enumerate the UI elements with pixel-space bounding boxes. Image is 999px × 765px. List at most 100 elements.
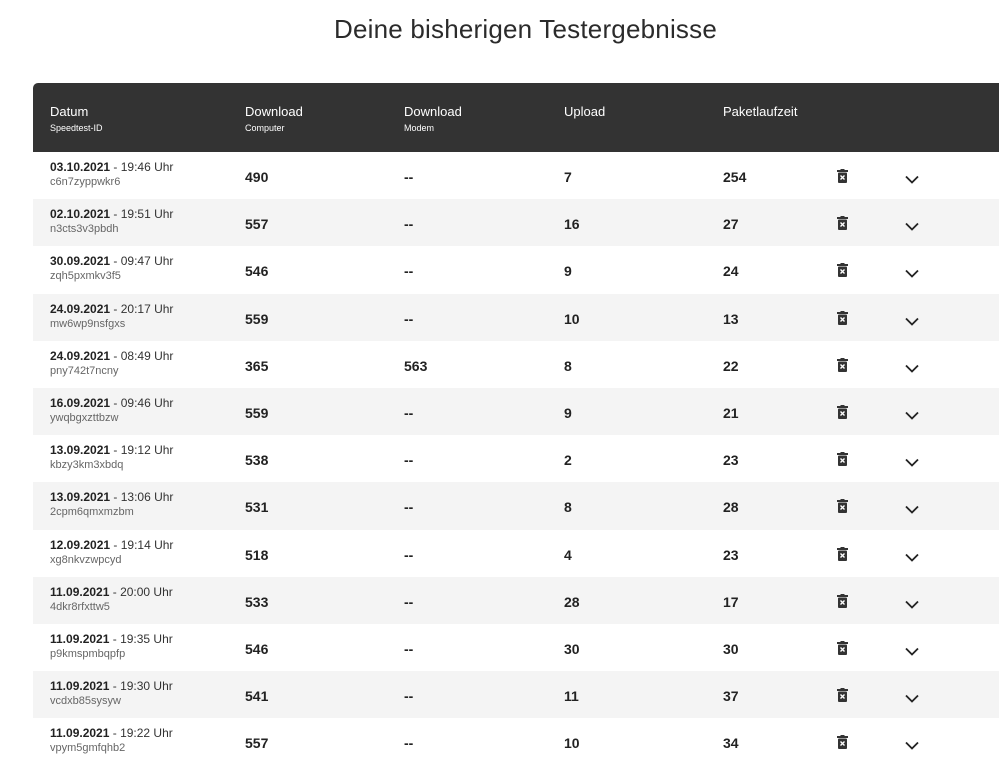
chevron-down-icon[interactable]	[905, 407, 919, 420]
test-date: 11.09.2021	[50, 726, 110, 741]
trash-icon[interactable]	[837, 688, 848, 703]
trash-icon[interactable]	[837, 452, 848, 467]
trash-icon[interactable]	[837, 735, 848, 750]
chevron-down-icon[interactable]	[905, 737, 919, 751]
table-row: 11.09.2021 - 19:22 Uhr vpym5gmfqhb2 557 …	[33, 718, 999, 765]
upload-value: 9	[564, 263, 572, 280]
latency-value: 254	[723, 169, 747, 185]
table-row: 24.09.2021 - 20:17 Uhr mw6wp9nsfgxs 559 …	[33, 293, 999, 341]
trash-icon[interactable]	[837, 357, 848, 372]
test-time: - 13:06 Uhr	[110, 490, 174, 505]
column-header-latency: Paketlaufzeit	[723, 104, 797, 120]
date-cell: 13.09.2021 - 13:06 Uhr 2cpm6qmxmzbm	[50, 490, 173, 520]
download-computer-value: 518	[245, 546, 269, 563]
column-header-download-computer: Download Computer	[245, 104, 303, 134]
chevron-down-icon[interactable]	[905, 501, 919, 515]
trash-icon[interactable]	[837, 593, 848, 608]
download-modem-value: --	[404, 216, 414, 233]
test-date: 24.09.2021	[50, 348, 111, 363]
speedtest-id: p9kmspmbqpfp	[50, 647, 126, 660]
test-date: 02.10.2021	[50, 207, 111, 222]
download-computer-value: 559	[245, 404, 269, 421]
trash-icon[interactable]	[837, 499, 848, 514]
column-label: Upload	[564, 104, 606, 119]
table-row: 11.09.2021 - 20:00 Uhr 4dkr8rfxttw5 533 …	[33, 576, 999, 624]
chevron-down-icon[interactable]	[905, 454, 919, 467]
date-cell: 16.09.2021 - 09:46 Uhr ywqbgxzttbzw	[50, 396, 173, 426]
latency-value: 27	[723, 216, 739, 233]
trash-icon[interactable]	[837, 216, 848, 231]
table-row: 02.10.2021 - 19:51 Uhr n3cts3v3pbdh 557 …	[33, 199, 999, 247]
download-modem-value: 563	[404, 357, 428, 374]
upload-value: 2	[564, 452, 572, 469]
column-sublabel: Modem	[404, 123, 435, 133]
trash-icon[interactable]	[837, 640, 848, 655]
table-header: Datum Speedtest-ID Download Computer Dow…	[33, 83, 999, 152]
speedtest-id: zqh5pxmkv3f5	[50, 270, 121, 283]
table-row: 13.09.2021 - 19:12 Uhr kbzy3km3xbdq 538 …	[33, 435, 999, 483]
column-header-date: Datum Speedtest-ID	[50, 104, 103, 134]
chevron-down-icon[interactable]	[905, 218, 919, 231]
test-date: 24.09.2021	[50, 301, 111, 316]
speedtest-id: ywqbgxzttbzw	[50, 411, 119, 424]
download-computer-value: 538	[245, 452, 269, 469]
download-modem-value: --	[404, 593, 414, 610]
chevron-down-icon[interactable]	[905, 171, 919, 184]
speedtest-id: vcdxb85sysyw	[50, 695, 121, 708]
date-cell: 30.09.2021 - 09:47 Uhr zqh5pxmkv3f5	[50, 254, 173, 284]
column-label: Datum	[50, 104, 89, 119]
download-computer-value: 559	[245, 310, 269, 327]
chevron-down-icon[interactable]	[905, 360, 919, 373]
trash-icon[interactable]	[837, 169, 848, 183]
column-header-download-modem: Download Modem	[404, 104, 462, 134]
chevron-down-icon[interactable]	[905, 690, 919, 703]
download-modem-value: --	[404, 499, 414, 516]
download-modem-value: --	[404, 169, 414, 185]
chevron-down-icon[interactable]	[905, 596, 919, 609]
speedtest-id: mw6wp9nsfgxs	[50, 317, 126, 330]
chevron-down-icon[interactable]	[905, 549, 919, 562]
download-computer-value: 546	[245, 640, 269, 657]
latency-value: 23	[723, 452, 739, 469]
download-modem-value: --	[404, 452, 414, 469]
latency-value: 23	[723, 546, 739, 563]
page-title: Deine bisherigen Testergebnisse	[334, 14, 717, 44]
table-body: 03.10.2021 - 19:46 Uhr c6n7zyppwkr6 490 …	[33, 152, 999, 765]
test-time: - 19:14 Uhr	[110, 537, 174, 552]
column-label: Download	[404, 104, 462, 119]
download-computer-value: 531	[245, 499, 269, 516]
trash-icon[interactable]	[837, 263, 848, 278]
date-cell: 03.10.2021 - 19:46 Uhr c6n7zyppwkr6	[50, 160, 173, 190]
date-cell: 12.09.2021 - 19:14 Uhr xg8nkvzwpcyd	[50, 538, 173, 568]
download-computer-value: 533	[245, 593, 269, 610]
test-time: - 09:47 Uhr	[110, 254, 174, 269]
chevron-down-icon[interactable]	[905, 643, 919, 656]
table-row: 11.09.2021 - 19:35 Uhr p9kmspmbqpfp 546 …	[33, 623, 999, 672]
chevron-down-icon[interactable]	[905, 265, 919, 279]
date-cell: 24.09.2021 - 20:17 Uhr mw6wp9nsfgxs	[50, 302, 173, 332]
speedtest-id: vpym5gmfqhb2	[50, 742, 126, 755]
column-label: Download	[245, 104, 303, 119]
test-date: 11.09.2021	[50, 631, 110, 646]
speedtest-id: c6n7zyppwkr6	[50, 176, 121, 188]
download-computer-value: 546	[245, 263, 269, 280]
table-row: 12.09.2021 - 19:14 Uhr xg8nkvzwpcyd 518 …	[33, 529, 999, 577]
speedtest-id: pny742t7ncny	[50, 364, 119, 377]
latency-value: 21	[723, 404, 739, 421]
column-label: Paketlaufzeit	[723, 104, 798, 119]
test-date: 11.09.2021	[50, 679, 110, 694]
trash-icon[interactable]	[837, 404, 848, 419]
column-sublabel: Computer	[245, 123, 285, 133]
test-time: - 19:12 Uhr	[110, 443, 174, 458]
date-cell: 11.09.2021 - 19:35 Uhr p9kmspmbqpfp	[50, 632, 173, 662]
test-date: 12.09.2021	[50, 537, 111, 552]
trash-icon[interactable]	[837, 546, 848, 561]
table-row: 30.09.2021 - 09:47 Uhr zqh5pxmkv3f5 546 …	[33, 246, 999, 294]
chevron-down-icon[interactable]	[905, 313, 919, 326]
table-row: 03.10.2021 - 19:46 Uhr c6n7zyppwkr6 490 …	[33, 152, 999, 200]
trash-icon[interactable]	[837, 310, 848, 325]
test-time: - 08:49 Uhr	[110, 348, 174, 363]
speedtest-id: kbzy3km3xbdq	[50, 459, 124, 472]
upload-value: 10	[564, 735, 580, 752]
upload-value: 30	[564, 640, 580, 657]
